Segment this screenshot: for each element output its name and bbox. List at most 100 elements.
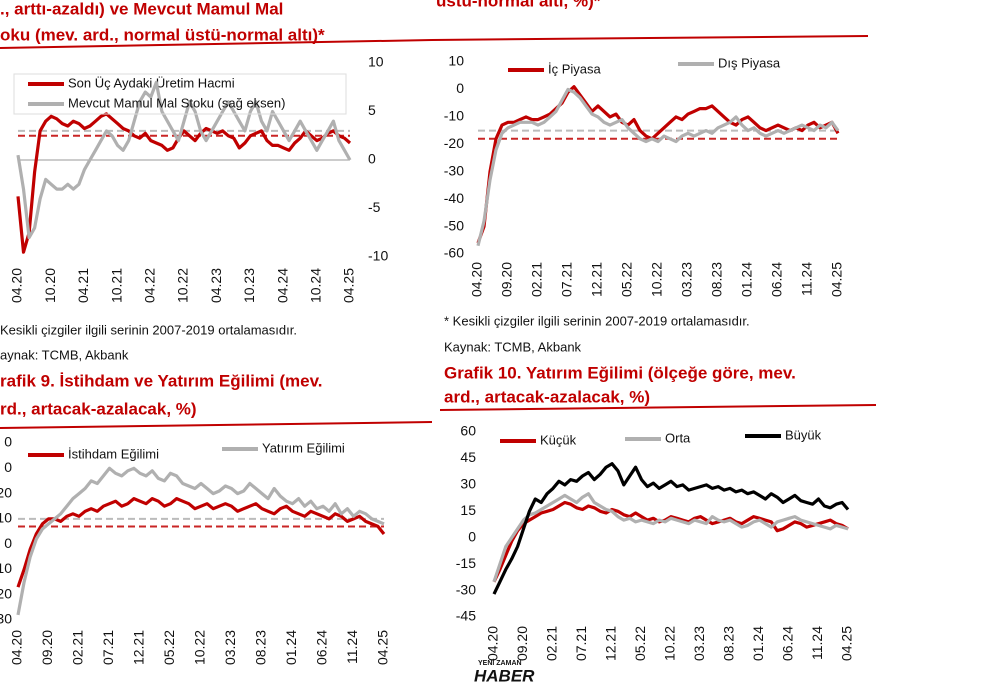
y-tick-label: 10 <box>0 560 12 576</box>
x-tick-label: 04.23 <box>208 268 224 303</box>
x-tick-label: 07.21 <box>100 630 116 665</box>
chart-title: rafik 9. İstihdam ve Yatırım Eğilimi (me… <box>0 371 323 390</box>
x-tick-label: 04.20 <box>469 262 485 297</box>
x-tick-label: 06.24 <box>314 630 330 665</box>
y-tick-label: 60 <box>460 423 476 439</box>
y-tick-label: 20 <box>0 585 12 601</box>
x-tick-label: 12.21 <box>589 262 605 297</box>
y-tick-label: -30 <box>444 162 464 178</box>
y2-tick-label: -5 <box>368 199 381 215</box>
x-tick-label: 11.24 <box>344 630 360 664</box>
x-tick-label: 04.25 <box>839 626 855 661</box>
x-tick-label: 10.23 <box>241 268 257 303</box>
y-tick-label: 0 <box>456 80 464 96</box>
y-tick-label: 45 <box>460 449 476 465</box>
x-tick-label: 11.24 <box>809 626 825 660</box>
x-tick-label: 08.23 <box>721 626 737 661</box>
x-tick-label: 10.22 <box>192 630 208 665</box>
x-tick-label: 04.21 <box>75 268 91 303</box>
x-tick-label: 04.20 <box>9 268 25 303</box>
series-line <box>16 112 352 254</box>
series-line <box>492 500 849 583</box>
y-tick-label: -10 <box>444 108 464 124</box>
x-tick-label: 04.25 <box>829 262 845 297</box>
legend-label: Dış Piyasa <box>718 55 781 70</box>
y-tick-label: 0 <box>4 459 12 475</box>
legend-label: Yatırım Eğilimi <box>262 440 345 455</box>
series-line <box>476 85 840 244</box>
x-tick-label: 05.22 <box>161 630 177 665</box>
x-tick-label: 01.24 <box>750 626 766 661</box>
footnote: Kesikli çizgiler ilgili serinin 2007-201… <box>0 322 297 337</box>
chart-title: oku (mev. ard., normal üstü-normal altı)… <box>0 25 325 44</box>
x-tick-label: 09.20 <box>39 630 55 665</box>
title-rule <box>439 404 877 411</box>
legend-label: Son Üç Aydaki Üretim Hacmi <box>68 75 235 90</box>
x-tick-label: 03.23 <box>691 626 707 661</box>
x-tick-label: 12.21 <box>131 630 147 665</box>
y-tick-label: -50 <box>444 217 464 233</box>
x-tick-label: 04.22 <box>142 268 158 303</box>
x-tick-label: 07.21 <box>559 262 575 297</box>
y-tick-label: 20 <box>0 484 12 500</box>
series-line <box>16 80 352 240</box>
x-tick-label: 01.24 <box>739 262 755 297</box>
series-line <box>492 492 849 583</box>
y2-tick-label: 5 <box>368 102 376 118</box>
x-tick-label: 10.21 <box>108 268 124 303</box>
x-tick-label: 06.24 <box>780 626 796 661</box>
y-tick-label: 15 <box>460 502 476 518</box>
title-rule <box>431 35 869 41</box>
x-tick-label: 01.24 <box>283 630 299 665</box>
footnote: * Kesikli çizgiler ilgili serinin 2007-2… <box>444 313 750 328</box>
logo: HABER <box>474 666 535 685</box>
x-tick-label: 11.24 <box>799 262 815 296</box>
x-tick-label: 09.20 <box>499 262 515 297</box>
title-rule <box>0 39 433 49</box>
x-tick-label: 05.22 <box>619 262 635 297</box>
y-tick-label: -60 <box>444 245 464 261</box>
y-tick-label: 30 <box>0 611 12 627</box>
y-tick-label: -15 <box>456 555 476 571</box>
y-tick-label: 10 <box>0 510 12 526</box>
chart-title: rd., artacak-azalacak, %) <box>0 399 197 418</box>
x-tick-label: 02.21 <box>529 262 545 297</box>
legend-label: Büyük <box>785 427 822 442</box>
legend-label: İstihdam Eğilimi <box>68 446 159 461</box>
x-tick-label: 07.21 <box>573 626 589 661</box>
y-tick-label: 0 <box>468 528 476 544</box>
x-tick-label: 10.24 <box>308 268 324 303</box>
x-tick-label: 03.23 <box>222 630 238 665</box>
legend-label: Orta <box>665 430 691 445</box>
x-tick-label: 10.22 <box>649 262 665 297</box>
logo-small: YENİ ZAMAN <box>478 659 522 667</box>
legend-label: Mevcut Mamul Mal Stoku (sağ eksen) <box>68 95 285 110</box>
x-tick-label: 04.20 <box>9 630 25 665</box>
chart-title: ., arttı-azaldı) ve Mevcut Mamul Mal <box>0 0 283 18</box>
x-tick-label: 04.20 <box>485 626 501 661</box>
y-tick-label: -45 <box>456 608 476 624</box>
x-tick-label: 10.22 <box>175 268 191 303</box>
series-line <box>16 497 386 588</box>
footnote: Kaynak: TCMB, Akbank <box>444 339 582 354</box>
y-tick-label: -20 <box>444 135 464 151</box>
series-line <box>476 87 840 247</box>
footnote: aynak: TCMB, Akbank <box>0 347 129 362</box>
x-tick-label: 12.21 <box>603 626 619 661</box>
x-tick-label: 04.25 <box>341 268 357 303</box>
x-tick-label: 10.22 <box>662 626 678 661</box>
chart-title: üstü-normal altı, %)* <box>436 0 601 10</box>
x-tick-label: 06.24 <box>769 262 785 297</box>
x-tick-label: 03.23 <box>679 262 695 297</box>
x-tick-label: 09.20 <box>514 626 530 661</box>
chart-title: ard., artacak-azalacak, %) <box>444 387 650 406</box>
x-tick-label: 05.22 <box>632 626 648 661</box>
y2-tick-label: 0 <box>368 151 376 167</box>
y-tick-label: -40 <box>444 190 464 206</box>
x-tick-label: 02.21 <box>70 630 86 665</box>
y-tick-label: 0 <box>4 535 12 551</box>
title-rule <box>0 421 433 429</box>
legend-label: İç Piyasa <box>548 61 602 76</box>
series-line <box>492 462 850 595</box>
